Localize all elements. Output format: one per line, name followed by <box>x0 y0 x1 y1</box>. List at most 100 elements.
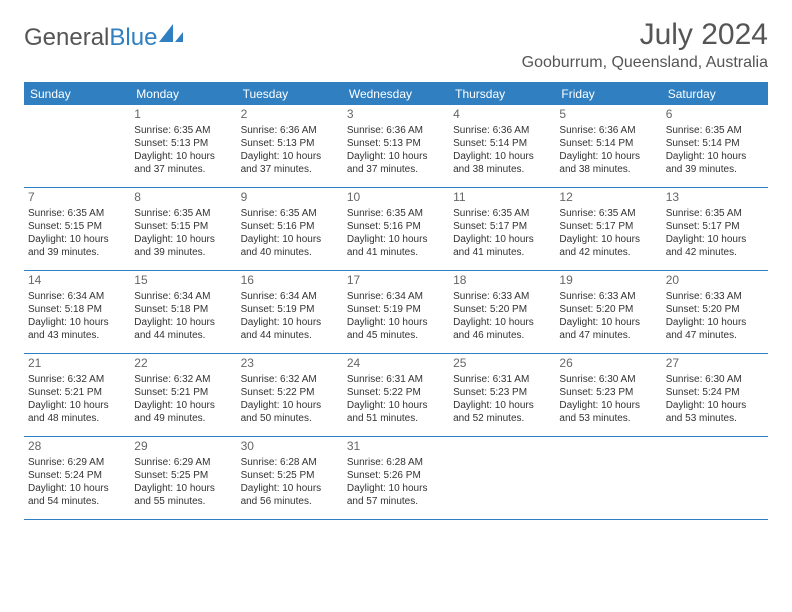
daylight-text: Daylight: 10 hours <box>453 316 551 329</box>
day-cell: 29Sunrise: 6:29 AMSunset: 5:25 PMDayligh… <box>130 437 236 519</box>
day-number: 7 <box>28 190 126 206</box>
daylight-text: Daylight: 10 hours <box>347 399 445 412</box>
sunset-text: Sunset: 5:20 PM <box>559 303 657 316</box>
sunrise-text: Sunrise: 6:28 AM <box>347 456 445 469</box>
day-header: Friday <box>555 83 661 105</box>
week-row: 28Sunrise: 6:29 AMSunset: 5:24 PMDayligh… <box>24 437 768 520</box>
sunrise-text: Sunrise: 6:36 AM <box>241 124 339 137</box>
day-number: 20 <box>666 273 764 289</box>
logo-word2: Blue <box>109 24 157 51</box>
day-cell: 22Sunrise: 6:32 AMSunset: 5:21 PMDayligh… <box>130 354 236 436</box>
daylight-text: Daylight: 10 hours <box>347 482 445 495</box>
daylight-text: and 46 minutes. <box>453 329 551 342</box>
sunrise-text: Sunrise: 6:35 AM <box>134 124 232 137</box>
sunset-text: Sunset: 5:21 PM <box>134 386 232 399</box>
sunrise-text: Sunrise: 6:35 AM <box>559 207 657 220</box>
daylight-text: Daylight: 10 hours <box>347 233 445 246</box>
day-cell: 25Sunrise: 6:31 AMSunset: 5:23 PMDayligh… <box>449 354 555 436</box>
daylight-text: Daylight: 10 hours <box>241 233 339 246</box>
daylight-text: and 40 minutes. <box>241 246 339 259</box>
day-header: Monday <box>130 83 236 105</box>
daylight-text: and 55 minutes. <box>134 495 232 508</box>
daylight-text: Daylight: 10 hours <box>347 150 445 163</box>
sunrise-text: Sunrise: 6:36 AM <box>453 124 551 137</box>
daylight-text: Daylight: 10 hours <box>559 233 657 246</box>
day-cell: 24Sunrise: 6:31 AMSunset: 5:22 PMDayligh… <box>343 354 449 436</box>
sunset-text: Sunset: 5:13 PM <box>134 137 232 150</box>
sunset-text: Sunset: 5:16 PM <box>347 220 445 233</box>
logo-word1: General <box>24 24 109 51</box>
logo: GeneralBlue <box>24 24 183 52</box>
daylight-text: and 53 minutes. <box>559 412 657 425</box>
daylight-text: Daylight: 10 hours <box>666 399 764 412</box>
sunrise-text: Sunrise: 6:33 AM <box>559 290 657 303</box>
day-number: 28 <box>28 439 126 455</box>
daylight-text: and 56 minutes. <box>241 495 339 508</box>
sunset-text: Sunset: 5:21 PM <box>28 386 126 399</box>
daylight-text: and 43 minutes. <box>28 329 126 342</box>
day-number: 12 <box>559 190 657 206</box>
daylight-text: and 44 minutes. <box>134 329 232 342</box>
day-number: 13 <box>666 190 764 206</box>
daylight-text: Daylight: 10 hours <box>453 150 551 163</box>
sunrise-text: Sunrise: 6:36 AM <box>347 124 445 137</box>
sunrise-text: Sunrise: 6:32 AM <box>241 373 339 386</box>
day-number: 5 <box>559 107 657 123</box>
sail-icon <box>159 24 183 44</box>
day-cell: 1Sunrise: 6:35 AMSunset: 5:13 PMDaylight… <box>130 105 236 187</box>
daylight-text: and 37 minutes. <box>347 163 445 176</box>
sunrise-text: Sunrise: 6:33 AM <box>453 290 551 303</box>
day-cell: 28Sunrise: 6:29 AMSunset: 5:24 PMDayligh… <box>24 437 130 519</box>
sunset-text: Sunset: 5:23 PM <box>453 386 551 399</box>
title-block: July 2024 Gooburrum, Queensland, Austral… <box>522 18 768 72</box>
sunrise-text: Sunrise: 6:35 AM <box>666 124 764 137</box>
day-number: 1 <box>134 107 232 123</box>
week-row: 1Sunrise: 6:35 AMSunset: 5:13 PMDaylight… <box>24 105 768 188</box>
sunrise-text: Sunrise: 6:34 AM <box>241 290 339 303</box>
day-cell: 31Sunrise: 6:28 AMSunset: 5:26 PMDayligh… <box>343 437 449 519</box>
day-number: 19 <box>559 273 657 289</box>
daylight-text: and 54 minutes. <box>28 495 126 508</box>
day-cell: 6Sunrise: 6:35 AMSunset: 5:14 PMDaylight… <box>662 105 768 187</box>
day-cell: 5Sunrise: 6:36 AMSunset: 5:14 PMDaylight… <box>555 105 661 187</box>
day-cell: 16Sunrise: 6:34 AMSunset: 5:19 PMDayligh… <box>237 271 343 353</box>
daylight-text: Daylight: 10 hours <box>28 399 126 412</box>
day-cell: 4Sunrise: 6:36 AMSunset: 5:14 PMDaylight… <box>449 105 555 187</box>
sunset-text: Sunset: 5:20 PM <box>666 303 764 316</box>
sunset-text: Sunset: 5:24 PM <box>666 386 764 399</box>
sunset-text: Sunset: 5:22 PM <box>347 386 445 399</box>
sunset-text: Sunset: 5:25 PM <box>241 469 339 482</box>
sunrise-text: Sunrise: 6:32 AM <box>134 373 232 386</box>
logo-text: GeneralBlue <box>24 24 157 52</box>
daylight-text: Daylight: 10 hours <box>347 316 445 329</box>
daylight-text: and 44 minutes. <box>241 329 339 342</box>
daylight-text: and 38 minutes. <box>453 163 551 176</box>
daylight-text: Daylight: 10 hours <box>666 316 764 329</box>
sunset-text: Sunset: 5:14 PM <box>666 137 764 150</box>
day-cell: 21Sunrise: 6:32 AMSunset: 5:21 PMDayligh… <box>24 354 130 436</box>
sunrise-text: Sunrise: 6:31 AM <box>453 373 551 386</box>
daylight-text: Daylight: 10 hours <box>559 150 657 163</box>
day-cell: 7Sunrise: 6:35 AMSunset: 5:15 PMDaylight… <box>24 188 130 270</box>
day-cell: 27Sunrise: 6:30 AMSunset: 5:24 PMDayligh… <box>662 354 768 436</box>
week-row: 14Sunrise: 6:34 AMSunset: 5:18 PMDayligh… <box>24 271 768 354</box>
sunrise-text: Sunrise: 6:30 AM <box>559 373 657 386</box>
day-number: 31 <box>347 439 445 455</box>
location: Gooburrum, Queensland, Australia <box>522 54 768 72</box>
day-number: 24 <box>347 356 445 372</box>
daylight-text: and 50 minutes. <box>241 412 339 425</box>
month-title: July 2024 <box>522 18 768 52</box>
sunset-text: Sunset: 5:18 PM <box>28 303 126 316</box>
daylight-text: and 38 minutes. <box>559 163 657 176</box>
day-number: 27 <box>666 356 764 372</box>
daylight-text: Daylight: 10 hours <box>134 399 232 412</box>
day-cell: 20Sunrise: 6:33 AMSunset: 5:20 PMDayligh… <box>662 271 768 353</box>
daylight-text: and 49 minutes. <box>134 412 232 425</box>
sunset-text: Sunset: 5:18 PM <box>134 303 232 316</box>
day-header: Saturday <box>662 83 768 105</box>
day-number: 26 <box>559 356 657 372</box>
daylight-text: Daylight: 10 hours <box>241 316 339 329</box>
day-cell: 9Sunrise: 6:35 AMSunset: 5:16 PMDaylight… <box>237 188 343 270</box>
sunrise-text: Sunrise: 6:35 AM <box>28 207 126 220</box>
sunset-text: Sunset: 5:15 PM <box>28 220 126 233</box>
